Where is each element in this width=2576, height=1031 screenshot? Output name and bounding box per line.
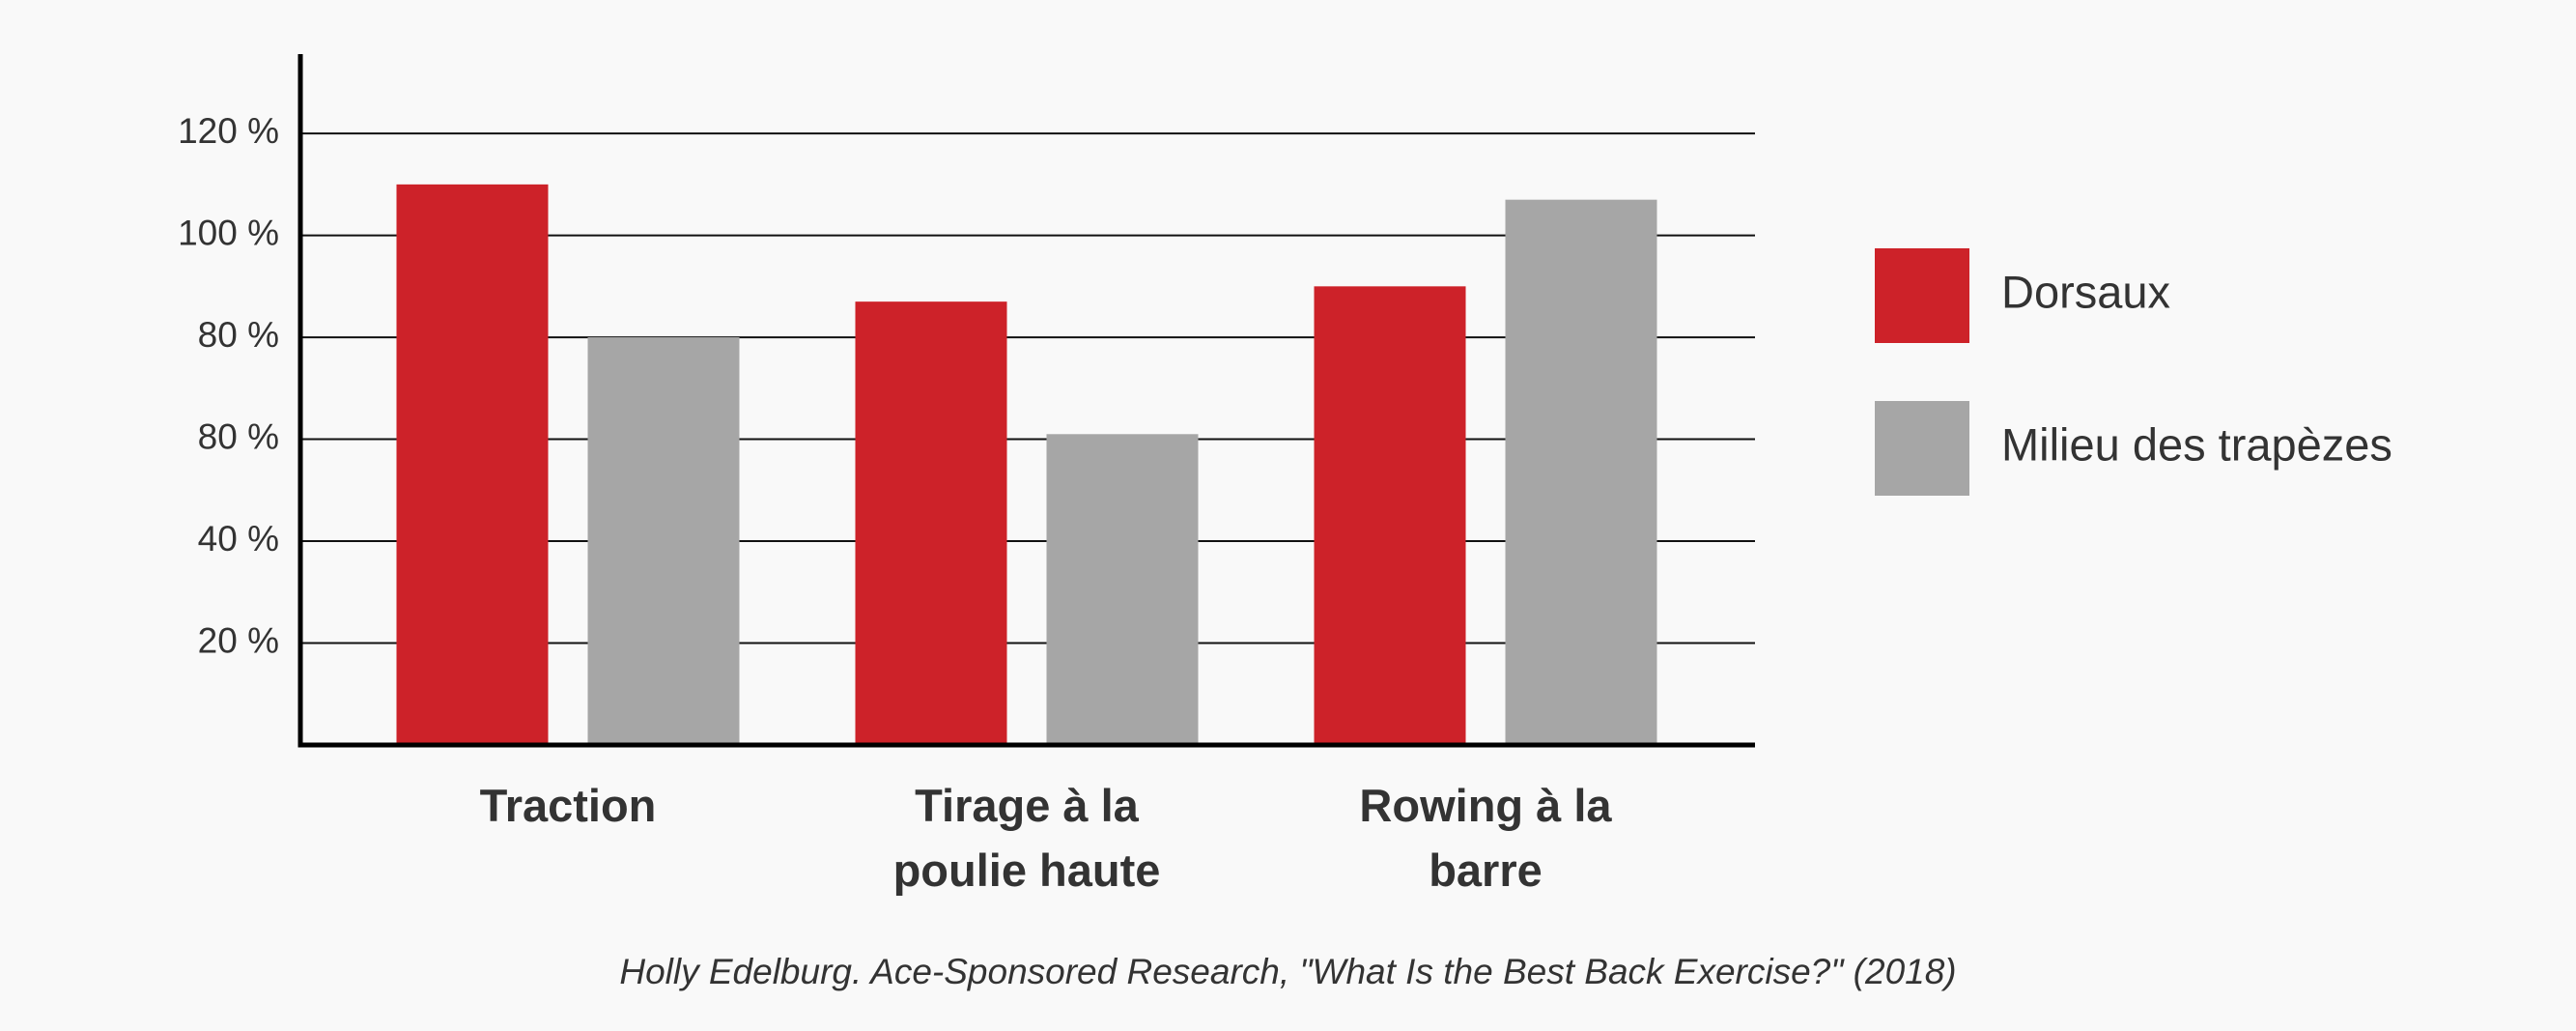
bar [396, 184, 549, 745]
bar [587, 337, 740, 745]
legend-label: Dorsaux [2001, 266, 2170, 317]
bar [855, 301, 1007, 745]
y-tick-label: 80 % [198, 416, 279, 456]
x-tick-label: Tirage à la poulie haute [892, 780, 1161, 896]
y-tick-label: 20 % [198, 620, 279, 660]
x-tick-label: Traction [479, 780, 657, 831]
source: Holly Edelburg. Ace-Sponsored Research, … [619, 952, 1957, 991]
bar [1046, 434, 1199, 745]
legend-swatch [1875, 248, 1969, 343]
y-tick-label: 80 % [198, 315, 279, 355]
bar [1314, 286, 1466, 745]
y-tick-label: 120 % [178, 111, 279, 151]
y-tick-label: 40 % [198, 519, 279, 558]
x-tick-label: Rowing à la barre [1359, 780, 1612, 896]
legend-swatch [1875, 401, 1969, 496]
legend-label: Milieu des trapèzes [2001, 418, 2392, 470]
bar [1505, 199, 1657, 745]
y-tick-label: 100 % [178, 213, 279, 252]
